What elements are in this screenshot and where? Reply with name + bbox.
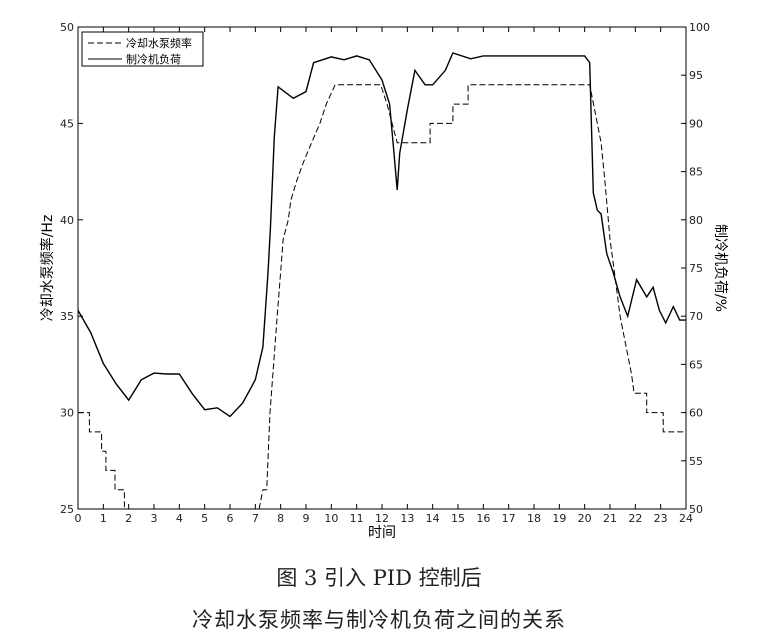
x-tick-label: 12 [375, 512, 389, 525]
y-right-tick-label: 65 [689, 358, 703, 371]
x-tick-label: 13 [400, 512, 414, 525]
x-tick-label: 15 [451, 512, 465, 525]
chart: 0 1 2 3 4 5 6 7 8 9 10 11 12 13 14 15 16 17 18 19 20 21 22 23 24… [39, 21, 728, 541]
x-tick-label: 18 [527, 512, 541, 525]
y-left-tick-label: 40 [60, 214, 74, 227]
y-left-tick-label: 35 [60, 310, 74, 323]
x-tick-label: 22 [628, 512, 642, 525]
plot-frame [77, 26, 687, 510]
x-tick-label: 11 [350, 512, 364, 525]
y-right-tick-label: 85 [689, 166, 703, 179]
y-right-axis-label: 制冷机负荷/% [712, 224, 728, 312]
figure-caption-line1: 图 3 引入 PID 控制后 [276, 566, 482, 590]
y-right-tick-label: 70 [689, 310, 703, 323]
x-axis-label: 时间 [368, 525, 396, 541]
x-tick-label: 2 [125, 512, 132, 525]
x-tick-label: 17 [502, 512, 516, 525]
y-right-tick-label: 60 [689, 407, 703, 420]
y-left-tick-label: 50 [60, 21, 74, 34]
legend-label: 制冷机负荷 [126, 52, 181, 66]
x-tick-label: 24 [679, 512, 693, 525]
y-right-tick-label: 80 [689, 214, 703, 227]
x-tick-label: 21 [603, 512, 617, 525]
y-left-tick-label: 45 [60, 117, 74, 130]
y-right-tick-label: 50 [689, 503, 703, 516]
y-right-tick-label: 100 [689, 21, 710, 34]
x-tick-label: 0 [75, 512, 82, 525]
y-right-tick-label: 90 [689, 117, 703, 130]
x-tick-label: 8 [277, 512, 284, 525]
legend-box [81, 31, 204, 67]
x-tick-label: 9 [303, 512, 310, 525]
y-left-tick-label: 30 [60, 407, 74, 420]
series-line-pump-frequency [78, 84, 686, 509]
y-right-tick-label: 55 [689, 455, 703, 468]
x-tick-label: 6 [227, 512, 234, 525]
x-tick-label: 5 [201, 512, 208, 525]
legend-label: 冷却水泵频率 [126, 36, 192, 50]
x-tick-label: 20 [578, 512, 592, 525]
x-tick-label: 7 [252, 512, 259, 525]
y-left-tick-label: 25 [60, 503, 74, 516]
x-tick-label: 16 [476, 512, 490, 525]
x-tick-label: 19 [552, 512, 566, 525]
x-tick-label: 4 [176, 512, 183, 525]
series-line-chiller-load [78, 52, 686, 418]
x-tick-label: 3 [151, 512, 158, 525]
x-tick-label: 10 [324, 512, 338, 525]
y-right-tick-label: 95 [689, 69, 703, 82]
y-right-tick-label: 75 [689, 262, 703, 275]
y-left-axis-label: 冷却水泵频率/Hz [39, 215, 56, 322]
x-tick-label: 1 [100, 512, 107, 525]
x-tick-label: 23 [654, 512, 668, 525]
figure-caption-line2: 冷却水泵频率与制冷机负荷之间的关系 [192, 608, 566, 632]
x-tick-label: 14 [426, 512, 440, 525]
